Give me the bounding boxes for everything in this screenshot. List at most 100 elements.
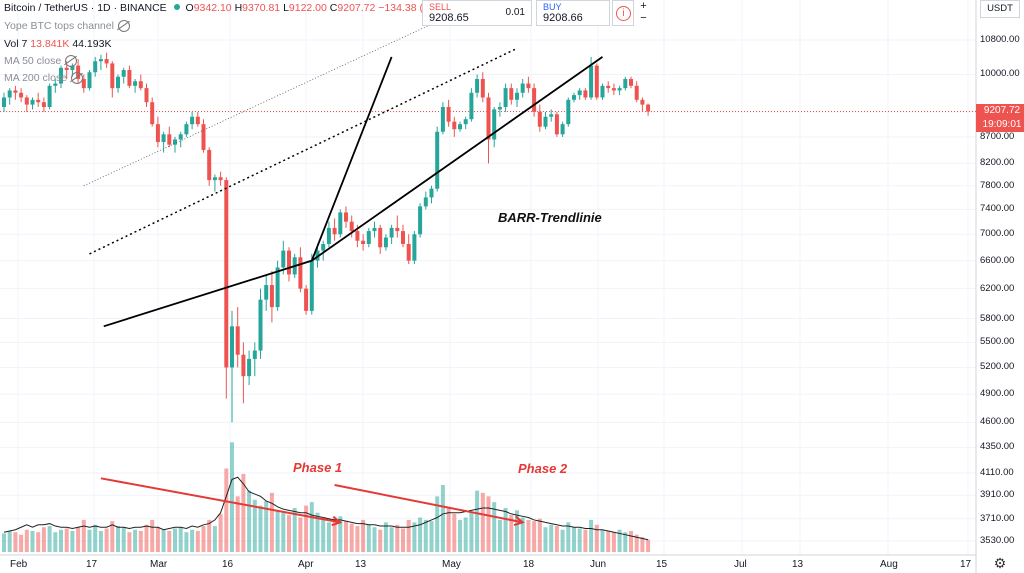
volume-bar bbox=[24, 529, 29, 552]
volume-bar bbox=[292, 507, 297, 552]
candle-body bbox=[144, 88, 149, 103]
volume-bar bbox=[629, 530, 633, 552]
candle-body bbox=[184, 124, 189, 135]
zoom-out-button[interactable]: − bbox=[640, 12, 647, 24]
indicator-volume-row[interactable]: Vol 7 13.841K 44.193K bbox=[4, 38, 111, 50]
candle-body bbox=[594, 65, 599, 98]
candle-body bbox=[429, 188, 434, 198]
price-tick-label: 10000.00 bbox=[980, 68, 1020, 80]
volume-bar bbox=[47, 526, 52, 552]
buy-price-int: 920 bbox=[543, 12, 562, 24]
volume-bar bbox=[532, 521, 537, 552]
sell-price-frac: 8.65 bbox=[447, 12, 469, 24]
candle-body bbox=[150, 102, 155, 125]
volume-bar bbox=[53, 532, 58, 552]
volume-bar bbox=[201, 526, 206, 552]
volume-bar bbox=[298, 517, 303, 552]
ohlc-c-label: C bbox=[329, 2, 338, 14]
eye-hidden-icon[interactable] bbox=[117, 20, 130, 33]
volume-bar bbox=[59, 529, 63, 552]
candle-body bbox=[344, 212, 348, 222]
volume-bar bbox=[76, 527, 81, 552]
volume-bar bbox=[30, 530, 35, 552]
volume-bar bbox=[646, 539, 651, 552]
exchange: BINANCE bbox=[119, 2, 167, 14]
eye-hidden-icon[interactable] bbox=[65, 55, 78, 68]
candle-body bbox=[201, 124, 206, 150]
candle-body bbox=[2, 97, 6, 107]
time-tick-label: 13 bbox=[355, 559, 367, 570]
candle-body bbox=[264, 285, 269, 300]
time-tick-label: 17 bbox=[86, 559, 98, 570]
volume-bar bbox=[258, 505, 263, 552]
volume-ma-line bbox=[3, 476, 649, 541]
price-tick-label: 3530.00 bbox=[980, 535, 1015, 546]
volume-bar bbox=[515, 510, 519, 552]
candle-body bbox=[36, 99, 41, 103]
time-tick-label: 17 bbox=[960, 559, 972, 570]
symbol-legend[interactable]: Bitcoin / TetherUS · 1D · BINANCE O9342.… bbox=[4, 2, 423, 14]
indicator-ma50-row[interactable]: MA 50 close bbox=[4, 55, 78, 68]
price-tick-label: 3910.00 bbox=[980, 489, 1015, 501]
candle-body bbox=[30, 99, 35, 105]
volume-bar bbox=[184, 532, 189, 552]
ohlc-change: −134.38 ( bbox=[378, 2, 423, 14]
volume-bar bbox=[560, 529, 565, 552]
eye-hidden-icon[interactable] bbox=[71, 72, 84, 85]
ohlc-high: 9370.81 bbox=[242, 2, 281, 14]
volume-value-a: 13.841K bbox=[30, 38, 70, 50]
volume-label: Vol 7 bbox=[4, 38, 28, 50]
candle-body bbox=[7, 90, 12, 98]
info-button[interactable]: i bbox=[612, 0, 634, 26]
candle-body bbox=[355, 231, 360, 241]
sell-button[interactable]: SELL 9208.65 0.01 bbox=[422, 0, 532, 26]
volume-bar bbox=[281, 512, 286, 552]
volume-bar bbox=[344, 521, 348, 552]
candle-body bbox=[361, 240, 366, 244]
volume-bar bbox=[401, 528, 405, 552]
volume-bar bbox=[36, 532, 41, 552]
candle-body bbox=[195, 116, 200, 125]
candle-body bbox=[349, 221, 354, 232]
volume-bar bbox=[252, 499, 257, 552]
volume-bar bbox=[623, 532, 628, 552]
volume-bar bbox=[486, 496, 491, 552]
zoom-in-button[interactable]: + bbox=[640, 0, 647, 12]
candle-body bbox=[104, 59, 109, 64]
volume-bar bbox=[19, 534, 24, 552]
volume-bar bbox=[207, 519, 212, 552]
buy-button[interactable]: BUY 9208.66 bbox=[536, 0, 610, 26]
volume-bar bbox=[378, 529, 383, 552]
volume-bar bbox=[212, 526, 217, 552]
candle-body bbox=[497, 106, 502, 110]
candle-body bbox=[133, 81, 138, 86]
volume-bar bbox=[275, 510, 280, 552]
volume-bar bbox=[326, 522, 331, 552]
volume-bar bbox=[554, 526, 559, 552]
candle-body bbox=[606, 85, 611, 89]
candle-body bbox=[480, 78, 485, 98]
candle-body bbox=[304, 288, 309, 311]
volume-bar bbox=[332, 518, 337, 552]
candle-body bbox=[583, 90, 588, 98]
volume-bar bbox=[640, 537, 645, 552]
indicator-tops-row[interactable]: Yope BTC tops channel bbox=[4, 20, 130, 33]
settings-gear-icon[interactable]: ⚙ bbox=[993, 555, 1007, 571]
candle-body bbox=[47, 85, 52, 107]
indicator-ma200-row[interactable]: MA 200 close bbox=[4, 72, 84, 85]
volume-bar bbox=[315, 512, 320, 552]
volume-bar bbox=[121, 527, 126, 552]
currency-button[interactable]: USDT bbox=[980, 0, 1020, 18]
volume-bar bbox=[338, 516, 343, 552]
volume-bar bbox=[144, 524, 149, 552]
candle-body bbox=[389, 227, 394, 238]
volume-bar bbox=[446, 507, 451, 552]
volume-bar bbox=[218, 513, 223, 552]
volume-bar bbox=[13, 532, 18, 552]
candle-body bbox=[366, 231, 371, 244]
candle-body bbox=[70, 65, 75, 71]
candle-body bbox=[383, 237, 388, 248]
phase1-arrow-head bbox=[331, 515, 343, 527]
price-tick-label: 5800.00 bbox=[980, 312, 1015, 324]
